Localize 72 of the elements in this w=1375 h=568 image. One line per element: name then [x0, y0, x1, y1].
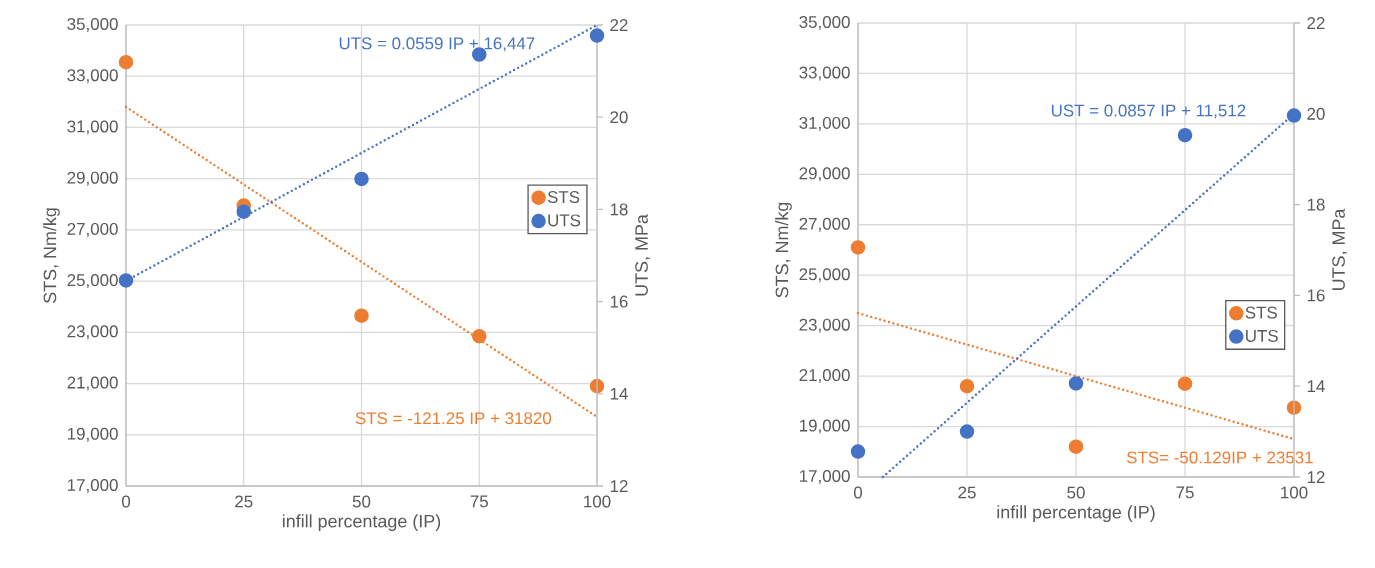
y-tick-label: 25,000	[799, 268, 850, 283]
y2-axis-title: UTS, MPa	[1332, 208, 1348, 290]
y2-tick-label: 18	[610, 203, 628, 216]
y2-tick-label: 14	[1307, 380, 1325, 393]
y-tick-label: 17,000	[799, 470, 850, 484]
annotation: STS = -121.25 IP + 31820	[355, 412, 552, 425]
y-tick-label: 19,000	[67, 427, 118, 442]
point	[850, 444, 866, 459]
y-tick-label: 35,000	[67, 18, 118, 32]
point	[589, 28, 605, 43]
point	[850, 240, 866, 255]
y-axis-title: STS, Nm/kg	[775, 202, 792, 298]
point	[1068, 439, 1084, 454]
point	[1177, 376, 1193, 391]
annotation: UST = 0.0857 IP + 11,512	[1051, 104, 1246, 119]
legend-label: STS	[1245, 306, 1277, 319]
y-tick-label: 23,000	[799, 318, 850, 333]
y-tick-label: 27,000	[67, 222, 118, 237]
y-tick-label: 21,000	[799, 369, 850, 384]
y2-tick-label: 12	[610, 480, 628, 492]
x-tick-label: 75	[470, 495, 488, 508]
point	[959, 378, 975, 394]
y2-tick-label: 12	[1307, 471, 1325, 483]
x-tick-label: 25	[235, 495, 253, 508]
legend-label: UTS	[548, 214, 581, 227]
point	[354, 308, 369, 323]
y2-tick-label: 18	[1307, 198, 1325, 211]
x-axis-title: infill percentage (IP)	[997, 505, 1155, 523]
x-tick-label: 0	[121, 495, 131, 508]
point	[236, 204, 251, 219]
y2-tick-label: 22	[610, 19, 628, 31]
y-tick-label: 31,000	[799, 116, 850, 131]
y-tick-label: 33,000	[67, 69, 118, 84]
x-tick-label: 100	[1281, 486, 1308, 499]
point	[118, 54, 134, 70]
y-tick-label: 23,000	[67, 325, 118, 340]
y-tick-label: 29,000	[67, 171, 118, 186]
point	[959, 424, 975, 439]
point	[1068, 376, 1084, 391]
y-tick-label: 21,000	[67, 376, 118, 391]
point	[472, 328, 487, 344]
x-tick-label: 50	[352, 495, 371, 508]
x-tick-label: 50	[1067, 486, 1085, 499]
x-axis-title: infill percentage (IP)	[282, 514, 441, 532]
point	[1177, 127, 1193, 143]
y-tick-label: 17,000	[67, 479, 118, 493]
y-tick-label: 19,000	[799, 419, 850, 434]
y2-tick-label: 20	[610, 111, 628, 124]
annotation: UTS = 0.0559 IP + 16,447	[339, 37, 535, 52]
x-tick-label: 25	[958, 486, 976, 499]
y2-tick-label: 14	[610, 387, 628, 400]
point	[1286, 108, 1302, 123]
y-tick-label: 25,000	[67, 274, 118, 289]
annotation: STS= -50.129IP + 23531	[1126, 451, 1313, 464]
x-tick-label: 100	[584, 495, 611, 508]
x-tick-label: 0	[853, 486, 863, 499]
y2-tick-label: 16	[610, 295, 628, 308]
y-tick-label: 35,000	[799, 16, 850, 30]
legend-label: UTS	[1246, 329, 1278, 342]
legend-label: STS	[547, 191, 580, 204]
x-tick-label: 75	[1176, 486, 1194, 499]
y2-axis-title: UTS, MPa	[635, 214, 651, 296]
point	[118, 273, 134, 288]
y-tick-label: 27,000	[799, 217, 850, 232]
y-tick-label: 33,000	[799, 66, 850, 81]
y-axis-title: STS, Nm/kg	[43, 208, 60, 304]
y2-tick-label: 20	[1307, 107, 1325, 120]
y2-tick-label: 16	[1307, 289, 1325, 302]
y2-tick-label: 22	[1307, 17, 1325, 29]
point	[354, 171, 369, 187]
y-tick-label: 29,000	[799, 167, 850, 182]
y-tick-label: 31,000	[67, 120, 118, 135]
